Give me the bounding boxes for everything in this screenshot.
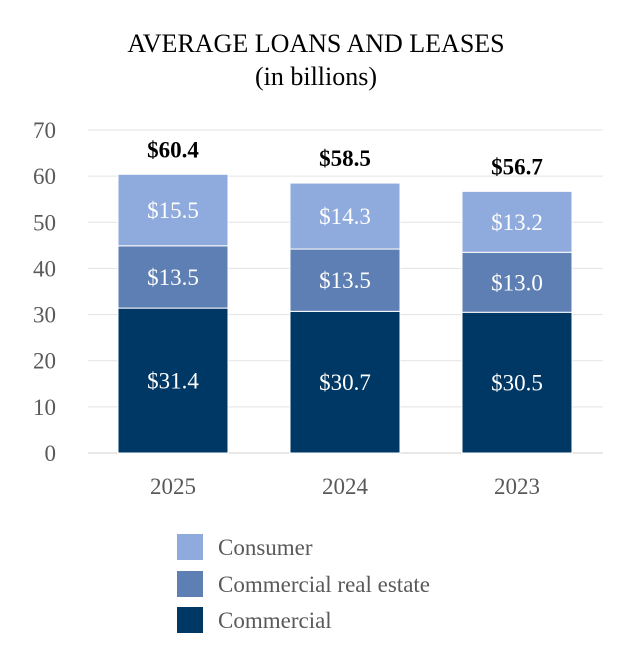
segment-value-label: $13.5 — [147, 265, 199, 290]
bar-segment — [289, 182, 401, 250]
bar-segment — [117, 173, 229, 247]
bar-segment — [289, 248, 401, 312]
bar-segment — [461, 190, 573, 253]
segment-value-label: $14.3 — [319, 204, 371, 229]
segment-value-label: $31.4 — [147, 369, 199, 394]
y-tick-label: 70 — [33, 118, 56, 143]
segment-value-label: $13.5 — [319, 268, 371, 293]
bar-segment — [289, 310, 401, 454]
y-tick-label: 10 — [33, 395, 56, 420]
legend-label: Consumer — [218, 535, 313, 560]
x-tick-label: 2024 — [322, 474, 369, 499]
bars: $31.4 $13.5 $15.5 $60.4 $30.7 $13.5 $14.3 $58.5… — [117, 137, 573, 454]
x-axis-ticks: 2025 2024 2023 — [150, 474, 540, 499]
legend-swatch — [177, 607, 203, 633]
chart-title: AVERAGE LOANS AND LEASES — [127, 29, 504, 58]
bar-segment — [117, 245, 229, 309]
x-tick-label: 2023 — [494, 474, 540, 499]
y-tick-label: 60 — [33, 164, 56, 189]
y-tick-label: 0 — [45, 441, 57, 466]
bar-segment — [461, 251, 573, 313]
x-tick-label: 2025 — [150, 474, 196, 499]
segment-value-label: $30.7 — [319, 370, 371, 395]
total-value-label: $58.5 — [319, 146, 371, 171]
y-tick-label: 40 — [33, 256, 56, 281]
segment-value-label: $13.2 — [491, 210, 543, 235]
y-tick-label: 50 — [33, 210, 56, 235]
total-value-label: $60.4 — [147, 137, 199, 162]
legend: Consumer Commercial real estate Commercial — [177, 534, 430, 633]
segment-value-label: $30.5 — [491, 371, 543, 396]
bar-segment — [117, 307, 229, 454]
legend-swatch — [177, 571, 203, 597]
legend-swatch — [177, 534, 203, 560]
legend-label: Commercial — [218, 608, 332, 633]
total-value-label: $56.7 — [491, 154, 543, 179]
y-tick-label: 30 — [33, 303, 56, 328]
y-tick-label: 20 — [33, 349, 56, 374]
legend-label: Commercial real estate — [218, 572, 430, 597]
y-axis-ticks: 0 10 20 30 40 50 60 70 — [33, 118, 56, 466]
segment-value-label: $15.5 — [147, 198, 199, 223]
segment-value-label: $13.0 — [491, 270, 543, 295]
chart-subtitle: (in billions) — [255, 62, 377, 91]
